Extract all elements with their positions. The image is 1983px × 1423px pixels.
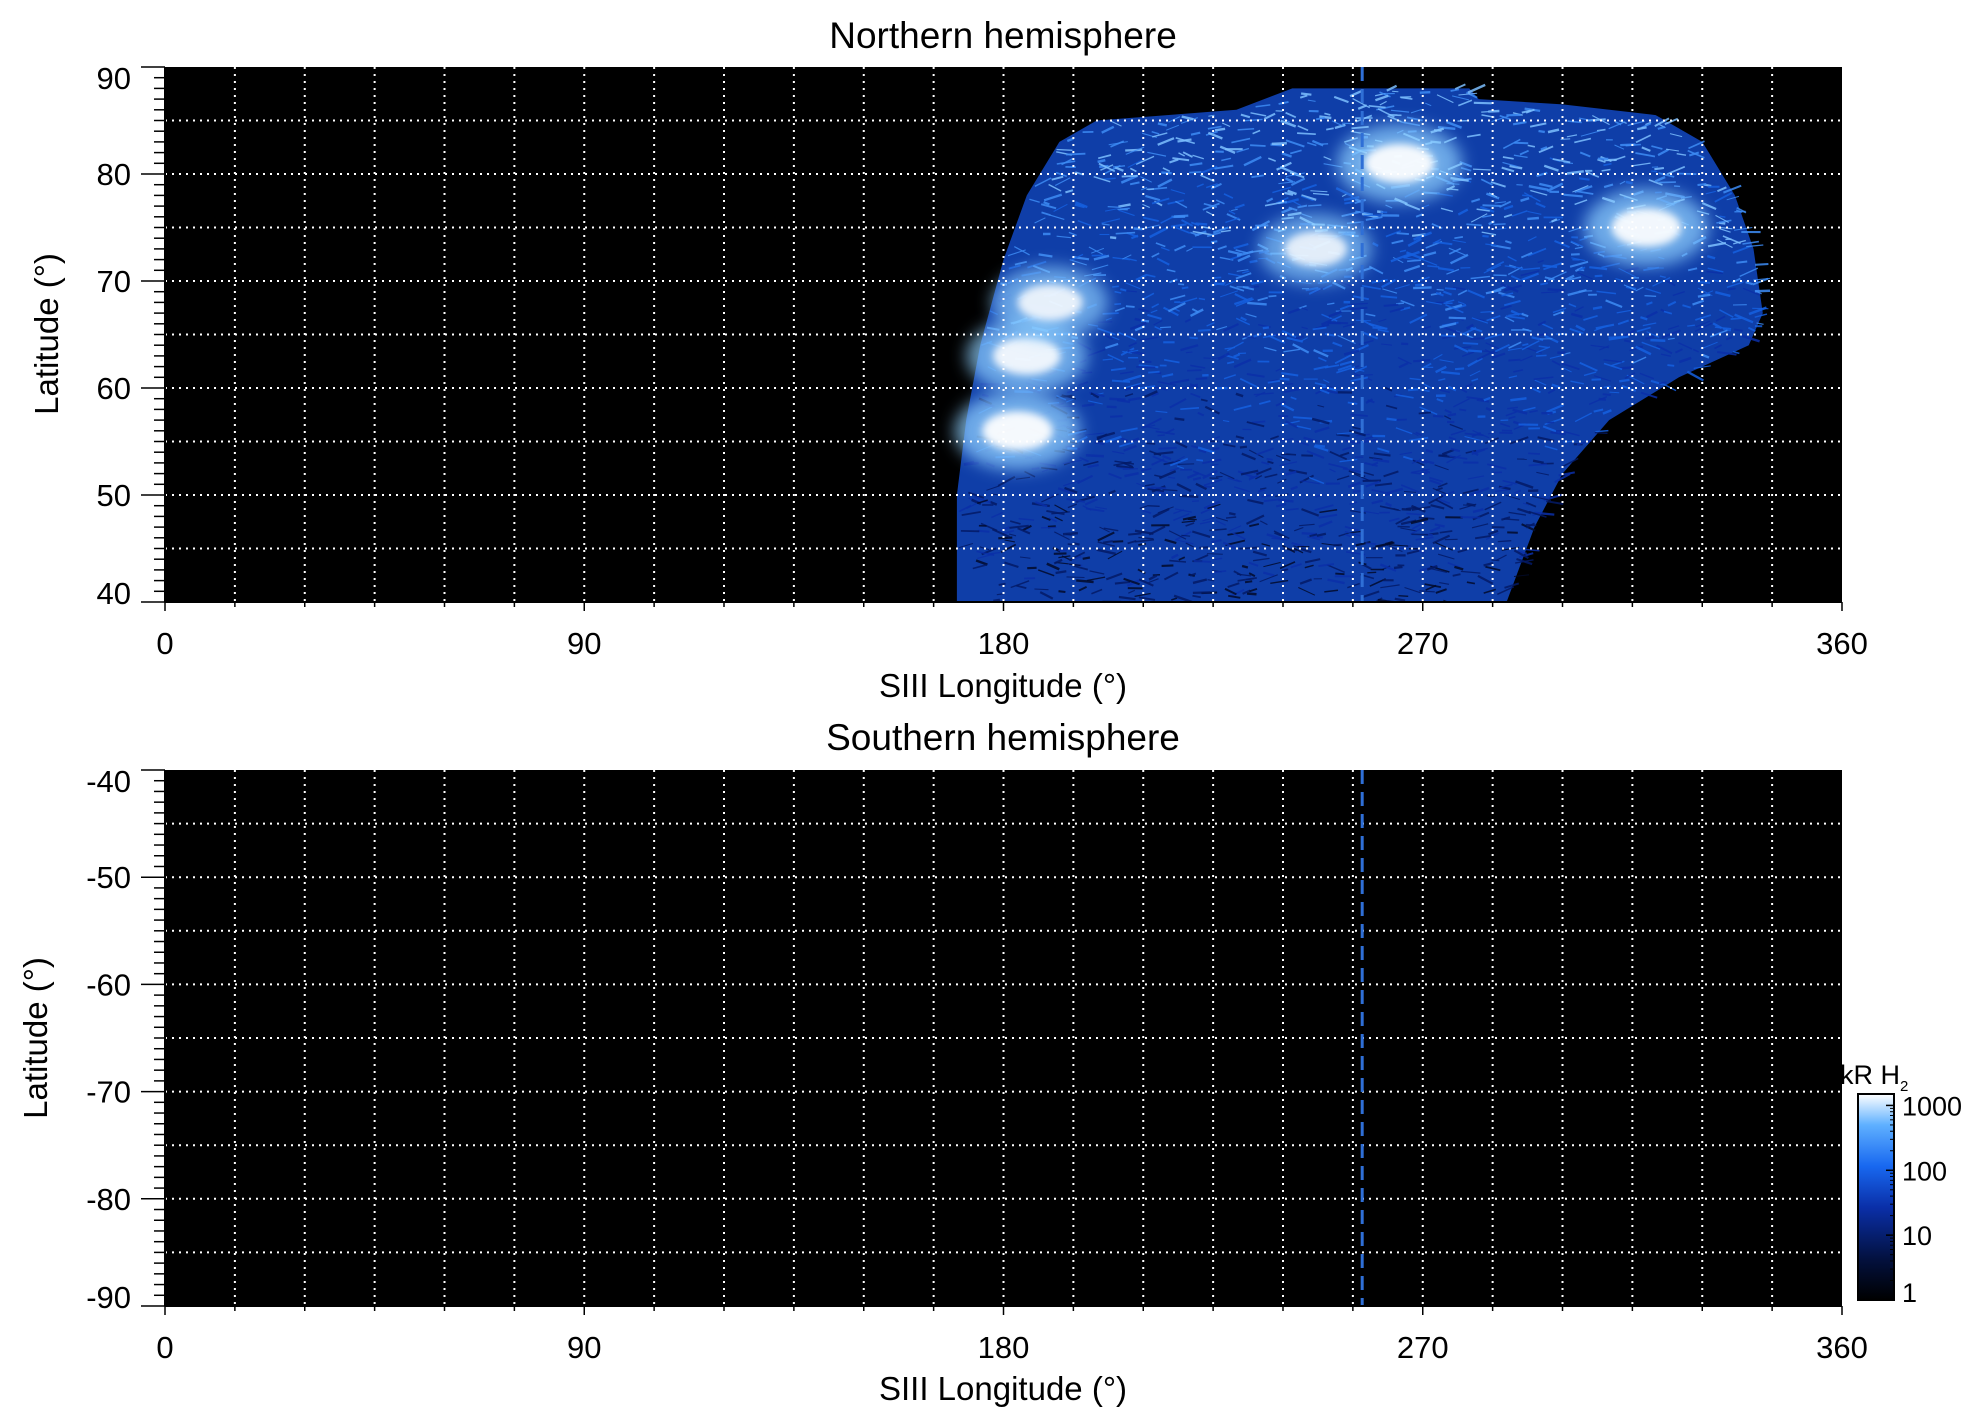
southern-y-ticks: -40 -50 -60 -70 -80 -90 <box>86 764 166 1315</box>
southern-y-axis-label: Latitude (°) <box>17 957 54 1119</box>
x-tick-label: 180 <box>978 1330 1030 1365</box>
bright-feature-core <box>1364 143 1435 183</box>
southern-x-axis-label: SIII Longitude (°) <box>879 1370 1127 1407</box>
colorbar-label: kR H2 <box>1840 1060 1908 1095</box>
southern-panel-title: Southern hemisphere <box>826 717 1180 758</box>
northern-grid <box>165 67 1842 602</box>
northern-y-ticks: 40 50 60 70 80 90 <box>97 61 166 611</box>
y-tick-label: -70 <box>86 1075 131 1110</box>
y-tick-label: 60 <box>97 371 131 406</box>
y-tick-label: -60 <box>86 967 131 1002</box>
colorbar-gradient <box>1857 1093 1895 1301</box>
northern-hemisphere-panel: Northern hemisphere 40 50 60 70 80 90 0 90 180 2… <box>28 15 1868 704</box>
bright-feature-core <box>1017 284 1083 321</box>
x-tick-label: 90 <box>567 1330 601 1365</box>
colorbar-tick-label: 100 <box>1902 1156 1947 1186</box>
colorbar: kR H2 1 10 100 1000 <box>1840 1060 1962 1308</box>
northern-x-ticks: 0 90 180 270 360 <box>156 601 1868 661</box>
colorbar-tick-label: 1000 <box>1902 1091 1962 1121</box>
x-tick-label: 270 <box>1397 1330 1449 1365</box>
x-tick-label: 90 <box>567 626 601 661</box>
bright-feature-core <box>1611 208 1682 247</box>
y-tick-label: 40 <box>97 576 131 611</box>
colorbar-tick-label: 1 <box>1902 1278 1917 1308</box>
y-tick-label: -80 <box>86 1182 131 1217</box>
northern-bright-features <box>954 124 1709 471</box>
y-tick-label: 70 <box>97 264 131 299</box>
colorbar-tick-label: 10 <box>1902 1221 1932 1251</box>
x-tick-label: 0 <box>156 626 173 661</box>
x-tick-label: 0 <box>156 1330 173 1365</box>
x-tick-label: 270 <box>1397 626 1449 661</box>
bright-feature-core <box>992 337 1061 375</box>
bright-feature-core <box>1284 231 1348 267</box>
y-tick-label: -40 <box>86 764 131 799</box>
northern-y-axis-label: Latitude (°) <box>28 253 65 415</box>
x-tick-label: 360 <box>1816 1330 1868 1365</box>
y-tick-label: 50 <box>97 478 131 513</box>
x-tick-label: 360 <box>1816 626 1868 661</box>
southern-grid <box>165 770 1842 1306</box>
northern-panel-title: Northern hemisphere <box>829 15 1177 56</box>
northern-emission-map <box>954 83 1771 602</box>
colorbar-ticks: 1 10 100 1000 <box>1886 1091 1962 1308</box>
y-tick-label: 80 <box>97 157 131 192</box>
southern-x-ticks: 0 90 180 270 360 <box>156 1305 1868 1365</box>
y-tick-label: -50 <box>86 860 131 895</box>
colorbar-label-main: kR H <box>1840 1060 1900 1090</box>
colorbar-label-subscript: 2 <box>1900 1078 1908 1095</box>
bright-feature-core <box>982 411 1053 451</box>
x-tick-label: 180 <box>978 626 1030 661</box>
y-tick-label: 90 <box>97 61 131 96</box>
y-tick-label: -90 <box>86 1280 131 1315</box>
northern-x-axis-label: SIII Longitude (°) <box>879 667 1127 704</box>
southern-hemisphere-panel: Southern hemisphere -40 -50 -60 -70 -80 -90 0… <box>17 717 1868 1407</box>
